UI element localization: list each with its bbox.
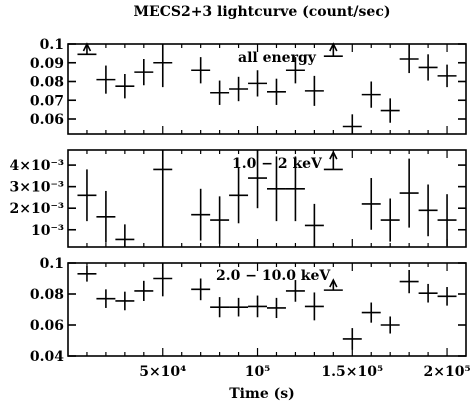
data-point [418,283,438,303]
upper-limit-arrow-head [329,150,338,160]
data-point [418,184,438,237]
plot-frame [67,43,467,135]
data-point [267,78,286,105]
x-tick-label: 10⁵ [245,364,271,380]
panel-annotation: 1.0 − 2 keV [232,156,323,172]
data-point [361,81,381,108]
data-point [361,302,381,323]
y-tick-label: 10⁻³ [31,223,64,239]
data-point [399,269,419,294]
data-point [77,42,97,56]
y-tick-label: 0.06 [30,318,64,334]
data-point [134,280,154,301]
data-point [115,291,135,311]
data-point [361,178,381,230]
data-point [380,98,400,123]
data-point [229,297,249,317]
x-tick-label: 2×10⁵ [424,364,470,380]
panel-2: 4×10⁻³ 3×10⁻³ 2×10⁻³ 10⁻³ 1.0 − 2 keV [10,149,467,248]
plot-frame [67,262,467,357]
data-point [342,328,362,350]
panel-annotation: 2.0 − 10.0 keV [216,268,331,284]
y-tick-label: 0.09 [30,56,64,72]
data-point [115,224,135,247]
data-point [229,167,249,224]
y-tick-label: 0.06 [30,112,64,128]
data-point [96,190,116,243]
data-point [191,278,211,301]
y-tick-label: 0.08 [30,75,64,91]
data-point [134,59,154,86]
data-point [285,280,305,302]
y-tick-label: 0.1 [40,37,64,53]
data-point [248,295,267,318]
data-point [77,169,97,222]
data-point [437,64,457,88]
data-point [210,80,230,105]
data-point [437,194,457,246]
data-point [248,150,267,209]
data-point [115,74,135,99]
plot-frame [67,149,467,248]
y-tick-label: 3×10⁻³ [10,180,64,196]
data-point [153,263,173,297]
data-point [229,76,249,102]
data-point [304,203,324,247]
y-tick-label: 0.08 [30,287,64,303]
figure-title: MECS2+3 lightcurve (count/sec) [134,4,391,20]
data-point [437,287,457,306]
panel-1: 0.1 0.09 0.08 0.07 0.06 all energy [30,37,467,135]
data-point [380,198,400,242]
data-point [285,57,305,84]
y-tick-label: 2×10⁻³ [10,201,64,217]
data-point [210,196,230,244]
data-point [418,54,438,81]
data-point [96,289,116,308]
data-point [267,297,286,319]
panel-annotation: all energy [238,50,317,66]
y-tick-label: 0.07 [30,93,64,109]
data-point [153,150,173,247]
x-axis-title: Time (s) [229,386,294,402]
data-point [399,158,419,228]
data-point [380,316,400,334]
data-point [323,278,343,291]
panel-3: 0.1 0.08 0.06 0.04 2.0 − 10.0 keV 5×10⁴ 10⁵ 1.5… [30,256,470,380]
data-point [96,65,116,94]
data-point [285,156,305,222]
upper-limit-arrow-head [329,278,338,288]
x-tick-label: 1.5×10⁵ [321,364,383,380]
data-point [304,75,324,106]
y-tick-label: 0.04 [30,349,64,365]
data-point [191,188,211,241]
data-point [248,70,267,97]
data-point [323,150,343,171]
data-point [210,297,230,318]
upper-limit-arrow-head [329,42,338,52]
data-point [191,57,211,84]
data-point [267,156,286,222]
upper-limit-arrow-head [82,42,92,52]
x-tick-label: 5×10⁴ [139,364,186,380]
data-point [153,44,173,88]
data-point [77,266,97,282]
data-point [323,42,343,57]
data-point [342,114,362,134]
data-point [399,44,419,74]
data-point [304,292,324,321]
y-tick-label: 4×10⁻³ [10,158,64,174]
y-tick-label: 0.1 [40,256,64,272]
